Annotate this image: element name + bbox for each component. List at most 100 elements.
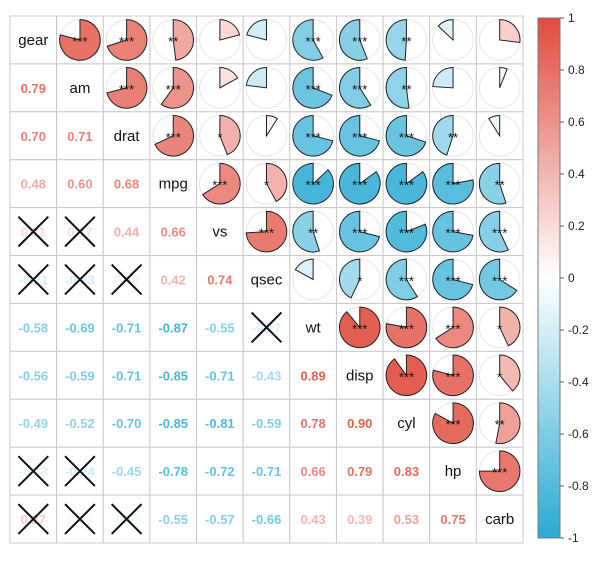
insignificant-cross-carb-gear xyxy=(17,503,49,535)
color-legend-tick-label: -0.2 xyxy=(568,323,589,337)
coefficient-label-wt-drat: -0.71 xyxy=(112,320,142,335)
variable-label-cyl: cyl xyxy=(397,415,415,432)
cell-wt-am xyxy=(56,302,104,352)
cell-hp-qsec xyxy=(242,446,291,496)
pie-slice-am-wt xyxy=(292,67,333,109)
cell-hp-cyl xyxy=(382,446,431,496)
cell-disp-vs xyxy=(196,350,244,400)
cell-carb-disp xyxy=(335,494,384,544)
coefficient-label-mpg-drat: 0.68 xyxy=(114,177,139,192)
cross-line-b xyxy=(17,503,49,535)
coefficient-label-mpg-gear: 0.48 xyxy=(21,177,46,192)
matrix-grid: gear *** *** ** *** *** **0.79 am *** *** *** *** **… xyxy=(9,15,524,544)
coefficient-label-disp-qsec: -0.43 xyxy=(252,368,282,383)
coefficient-label-wt-gear: -0.58 xyxy=(18,320,48,335)
significance-stars-mpg-disp: *** xyxy=(352,178,367,193)
pie-slice-am-qsec xyxy=(245,67,267,89)
significance-stars-vs-qsec: *** xyxy=(259,226,274,241)
significance-stars-am-drat: *** xyxy=(119,82,134,97)
coefficient-label-carb-disp: 0.39 xyxy=(347,512,372,527)
variable-label-qsec: qsec xyxy=(251,272,283,289)
pie-slice-qsec-hp xyxy=(432,258,474,301)
coefficient-label-mpg-am: 0.60 xyxy=(67,177,92,192)
significance-stars-mpg-cyl: *** xyxy=(399,178,414,193)
color-legend-tick-label: -0.4 xyxy=(568,375,589,389)
significance-stars-vs-cyl: *** xyxy=(399,226,414,241)
coefficient-label-disp-am: -0.59 xyxy=(65,368,95,383)
coefficient-label-carb-qsec: -0.66 xyxy=(252,512,282,527)
cell-wt-wt xyxy=(289,302,337,352)
significance-stars-vs-hp: *** xyxy=(445,226,460,241)
insignificant-cross-qsec-gear xyxy=(17,263,49,296)
significance-stars-mpg-hp: *** xyxy=(445,178,460,193)
color-legend-tick-label: -0.8 xyxy=(568,479,589,493)
significance-stars-qsec-carb: *** xyxy=(492,274,507,289)
variable-label-hp: hp xyxy=(445,463,462,480)
pie-slice-gear-disp xyxy=(338,19,368,61)
significance-stars-cyl-carb: ** xyxy=(495,417,505,432)
pie-slice-cyl-hp xyxy=(432,402,474,444)
cell-carb-hp xyxy=(429,494,477,544)
pie-slice-am-mpg xyxy=(160,67,195,109)
pie-slice-vs-hp xyxy=(432,210,474,253)
cross-line-b xyxy=(17,263,49,296)
coefficient-label-drat-gear: 0.70 xyxy=(21,129,46,144)
significance-stars-am-wt: *** xyxy=(306,82,321,97)
pie-slice-gear-hp xyxy=(437,19,454,42)
cross-line-b xyxy=(64,503,96,535)
significance-stars-disp-carb: * xyxy=(497,369,502,384)
pie-slice-drat-hp xyxy=(432,114,454,156)
coefficient-label-cyl-mpg: -0.85 xyxy=(158,416,188,431)
significance-stars-mpg-vs: *** xyxy=(212,178,227,193)
coefficient-label-cyl-wt: 0.78 xyxy=(300,416,325,431)
pie-slice-vs-cyl xyxy=(385,210,428,253)
coefficient-label-hp-vs: -0.72 xyxy=(205,464,235,479)
coefficient-label-cyl-disp: 0.90 xyxy=(347,416,372,431)
coefficient-label-disp-drat: -0.71 xyxy=(112,368,142,383)
significance-stars-disp-hp: *** xyxy=(445,369,460,384)
pie-slice-mpg-vs xyxy=(202,162,241,205)
coefficient-label-carb-cyl: 0.53 xyxy=(394,512,419,527)
variable-label-disp: disp xyxy=(346,367,374,384)
coefficient-label-disp-wt: 0.89 xyxy=(300,368,325,383)
pie-slice-gear-qsec xyxy=(246,19,267,41)
color-legend-bar xyxy=(537,17,561,539)
pie-slice-gear-drat xyxy=(106,19,148,61)
cell-carb-carb xyxy=(475,494,524,544)
pie-slice-wt-disp xyxy=(338,306,381,349)
cell-disp-gear xyxy=(9,350,58,400)
significance-stars-drat-vs: * xyxy=(217,130,222,145)
pie-slice-mpg-disp xyxy=(339,162,381,205)
coefficient-label-hp-qsec: -0.71 xyxy=(252,464,282,479)
variable-label-vs: vs xyxy=(212,224,227,241)
pie-slice-am-disp xyxy=(338,67,372,109)
coefficient-label-wt-vs: -0.55 xyxy=(205,320,235,335)
variable-label-carb: carb xyxy=(485,511,514,528)
cell-vs-mpg xyxy=(149,207,198,257)
cell-disp-qsec xyxy=(242,350,291,400)
pie-slice-drat-wt xyxy=(292,114,334,157)
pie-slice-am-cyl xyxy=(385,67,410,109)
pie-slice-qsec-cyl xyxy=(385,258,418,301)
pie-slice-gear-carb xyxy=(499,19,521,44)
pie-slice-vs-qsec xyxy=(245,210,288,253)
variable-label-am: am xyxy=(70,80,91,97)
cell-carb-vs xyxy=(196,494,244,544)
pie-slice-qsec-carb xyxy=(478,258,518,301)
insignificant-cross-hp-am xyxy=(64,455,96,487)
cell-cyl-cyl xyxy=(382,398,431,448)
pie-slice-qsec-wt xyxy=(294,258,314,281)
pie-slice-wt-cyl xyxy=(385,306,428,349)
coefficient-label-qsec-mpg: 0.42 xyxy=(161,273,186,288)
pie-slice-gear-cyl xyxy=(385,19,407,61)
significance-stars-drat-mpg: *** xyxy=(166,130,181,145)
significance-stars-qsec-disp: * xyxy=(357,274,362,289)
significance-stars-gear-mpg: ** xyxy=(168,34,178,49)
cell-hp-drat xyxy=(102,446,151,496)
significance-stars-gear-am: *** xyxy=(72,34,87,49)
coefficient-label-cyl-gear: -0.49 xyxy=(18,416,48,431)
cell-drat-gear xyxy=(9,111,58,161)
significance-stars-drat-hp: ** xyxy=(448,130,458,145)
